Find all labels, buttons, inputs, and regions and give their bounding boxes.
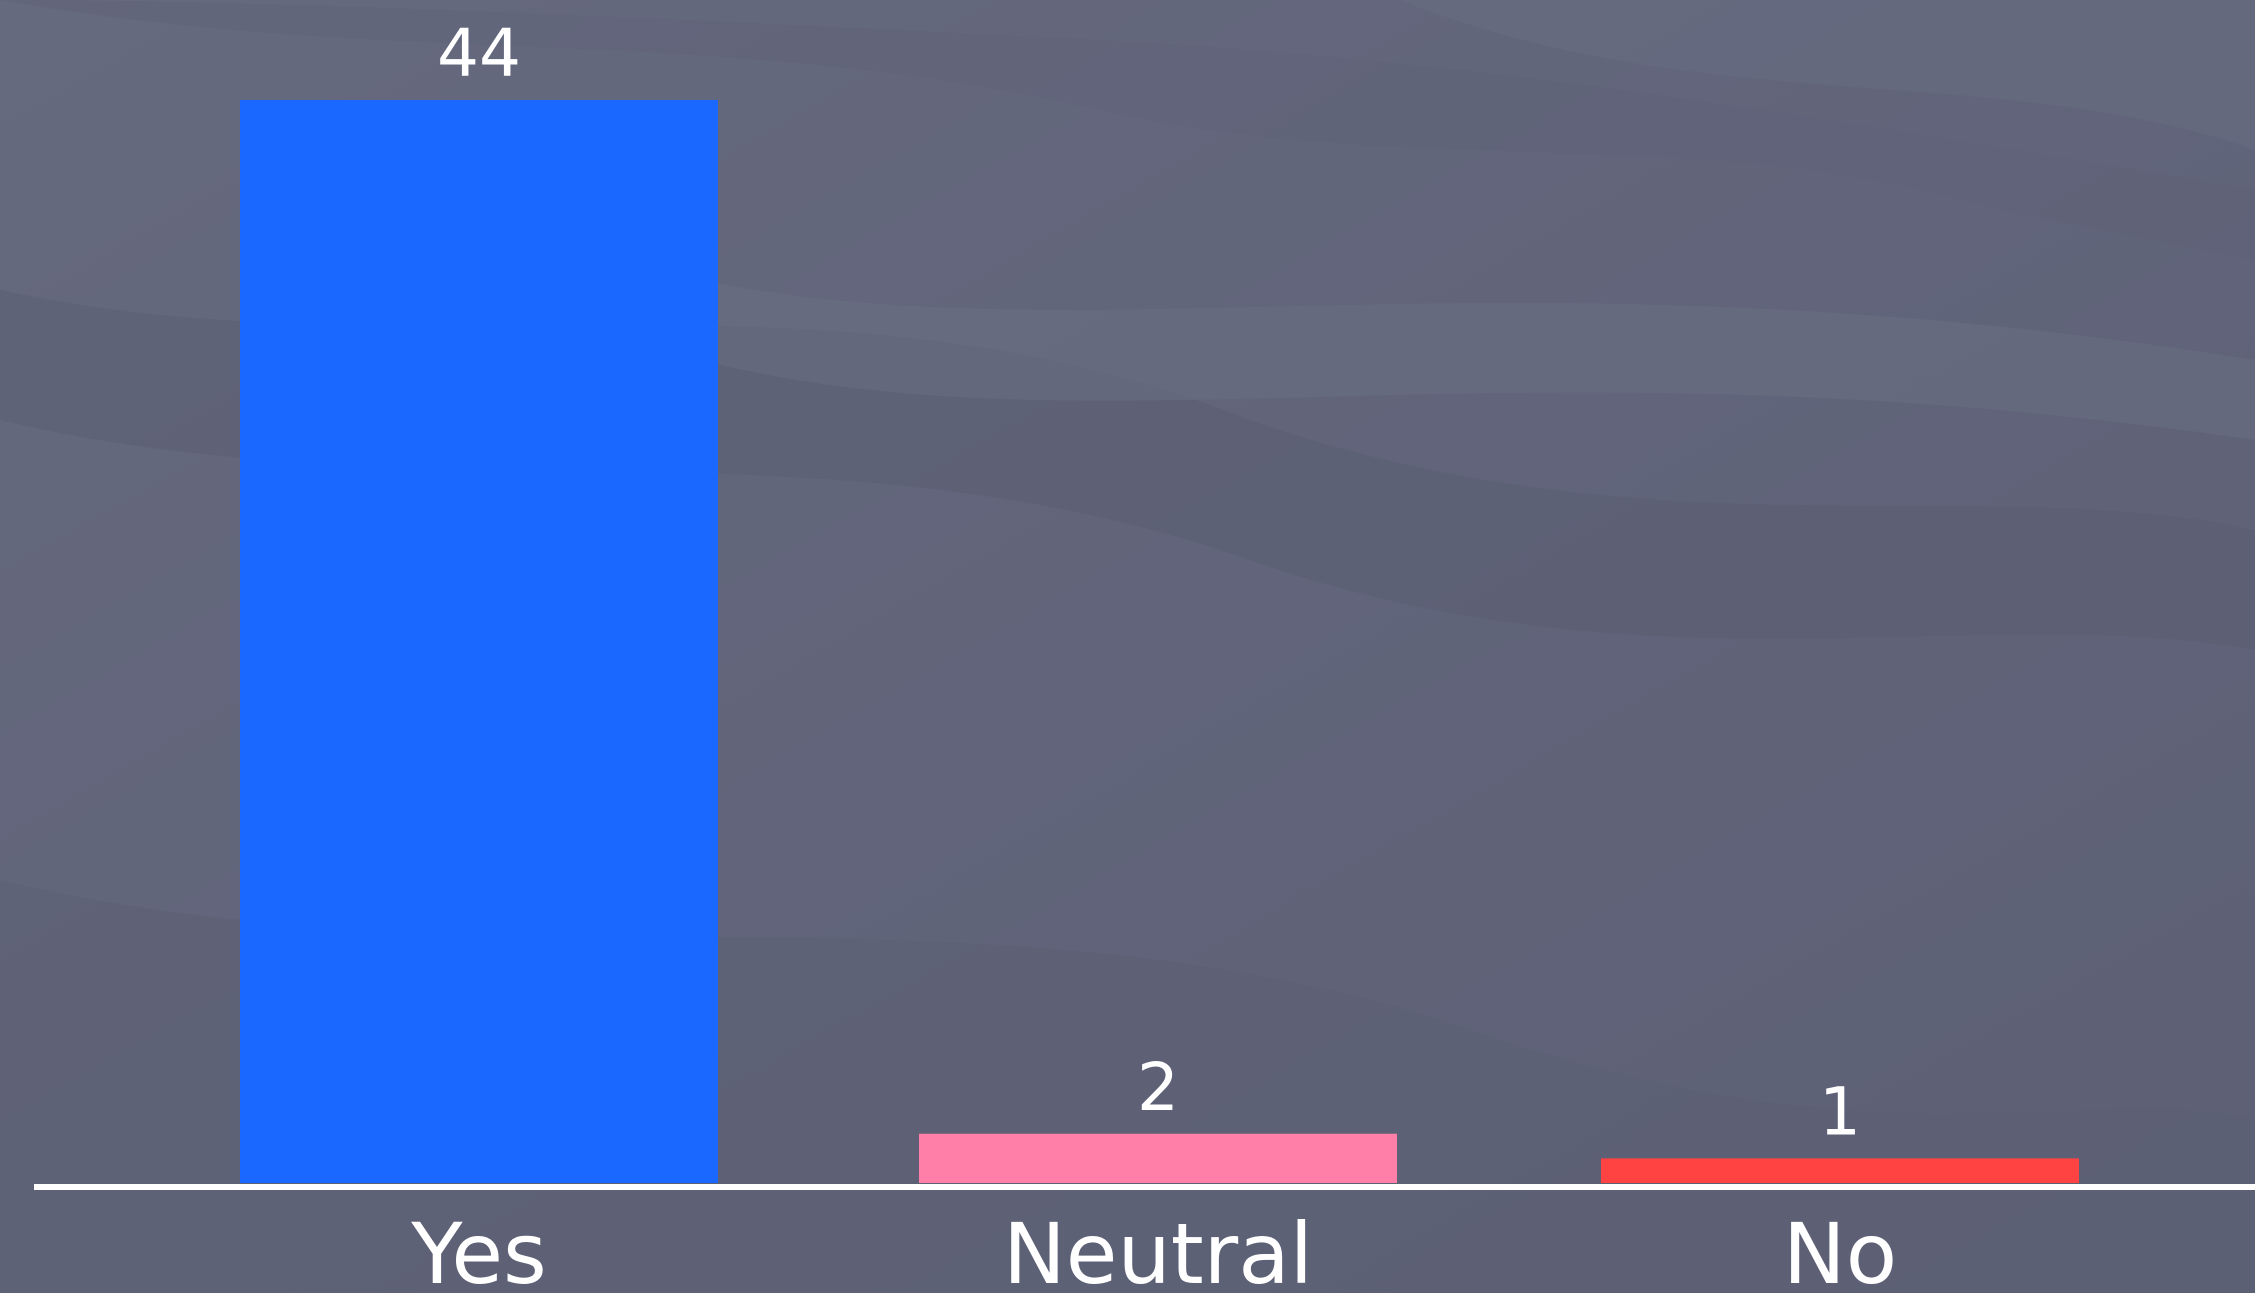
bar-yes (240, 100, 718, 1183)
category-label-no: No (1783, 1205, 1897, 1293)
category-label-neutral: Neutral (1003, 1205, 1313, 1293)
value-label-yes: 44 (437, 15, 521, 92)
category-label-yes: Yes (410, 1205, 547, 1293)
bars-group (240, 100, 2079, 1183)
value-labels-group: 44 2 1 (437, 15, 1861, 1150)
value-label-no: 1 (1819, 1073, 1861, 1150)
category-labels-group: Yes Neutral No (410, 1205, 1897, 1293)
value-label-neutral: 2 (1137, 1049, 1179, 1126)
bar-neutral (919, 1133, 1397, 1183)
bar-no (1601, 1158, 2079, 1183)
